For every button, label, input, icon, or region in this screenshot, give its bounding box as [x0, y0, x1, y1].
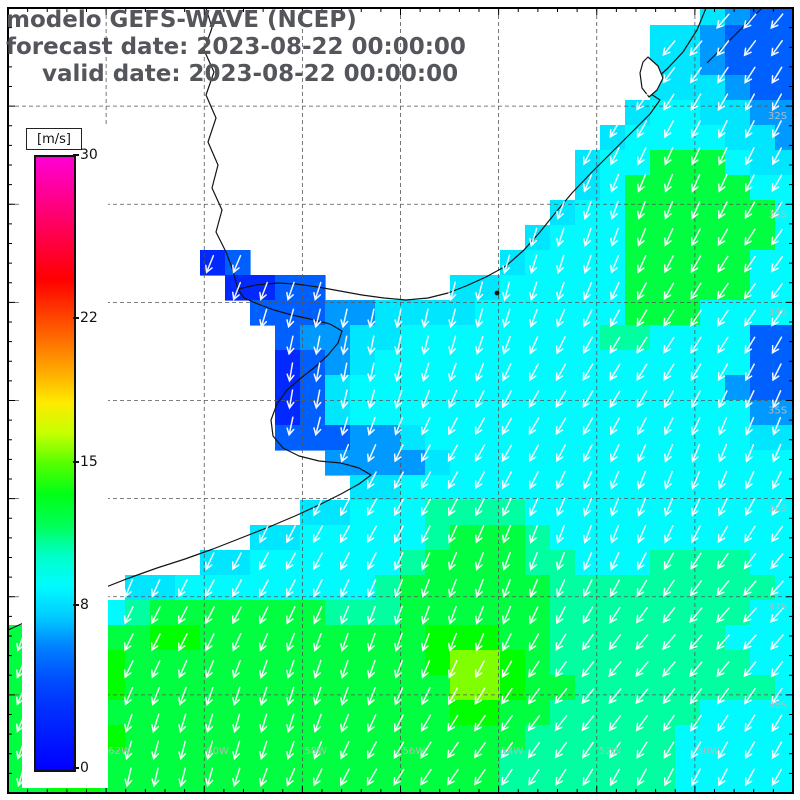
- colorbar-tick-label: 30: [80, 147, 98, 163]
- river-line: [203, 7, 239, 290]
- colorbar-tick-mark: [73, 154, 79, 156]
- lon-label: 56W: [403, 746, 426, 757]
- lon-label: 62W: [108, 746, 131, 757]
- lagoon-outline: [639, 56, 664, 98]
- lat-label: 32S: [768, 111, 787, 122]
- colorbar-tick-label: 22: [80, 310, 98, 327]
- colorbar-tick-mark: [73, 317, 79, 320]
- colorbar-tick-label: 0: [80, 760, 89, 776]
- colorbar-tick-mark: [73, 767, 79, 769]
- lon-label: 60W: [206, 746, 229, 757]
- lon-label: 58W: [304, 746, 327, 757]
- lat-label: 36S: [768, 504, 787, 515]
- colorbar-tick-mark: [73, 460, 79, 463]
- lon-label: 54W: [501, 746, 524, 757]
- valid-date-label: valid date: 2023-08-22 00:00:00: [42, 61, 459, 87]
- lon-label: 50W: [697, 746, 720, 757]
- lon-label: 52W: [599, 746, 622, 757]
- colorbar-tick-mark: [73, 603, 79, 606]
- lat-label: 38S: [768, 700, 787, 711]
- lat-label: 37S: [768, 602, 787, 613]
- island-dot: [494, 290, 500, 296]
- wind-direction-arrows: [16, 13, 784, 788]
- forecast-date-label: forecast date: 2023-08-22 00:00:00: [6, 34, 466, 60]
- map-frame: [7, 7, 794, 794]
- colorbar-gradient: [34, 155, 76, 772]
- lat-label: 35S: [768, 406, 787, 417]
- colorbar-tick-label: 8: [80, 596, 89, 613]
- geo-coordinate-labels: 62W 60W 58W 56W 54W 52W 50W 32S 33S 34S 35S 36S 37S 3…: [108, 111, 787, 757]
- colorbar-tick-label: 15: [80, 453, 98, 470]
- colorbar-unit-label: [m/s]: [26, 128, 82, 150]
- lat-label: 33S: [768, 209, 787, 220]
- model-title: modelo GEFS-WAVE (NCEP): [6, 7, 357, 33]
- lat-label: 34S: [768, 307, 787, 318]
